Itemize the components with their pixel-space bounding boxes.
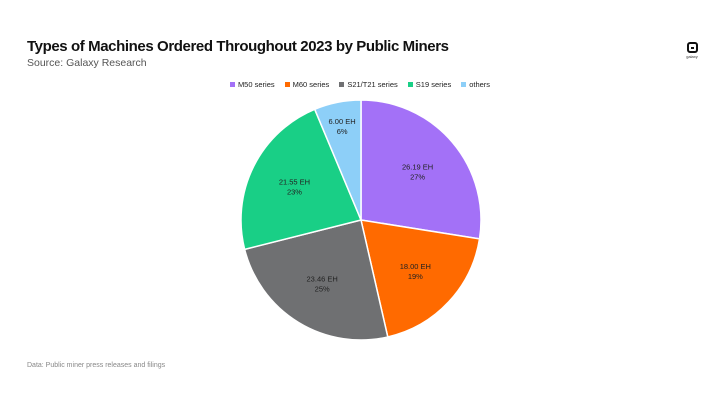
legend-label: M60 series <box>292 80 330 89</box>
legend-swatch <box>461 82 467 87</box>
slice-percent-label: 27% <box>410 173 425 182</box>
galaxy-logo-text: galaxy <box>686 54 698 59</box>
slice-percent-label: 19% <box>408 272 423 281</box>
slice-percent-label: 6% <box>337 127 348 136</box>
galaxy-logo: galaxy <box>680 42 704 59</box>
legend-label: S21/T21 series <box>347 80 398 89</box>
slice-value-label: 21.55 EH <box>279 178 310 187</box>
slice-value-label: 6.00 EH <box>329 117 356 126</box>
slice-value-label: 23.46 EH <box>307 274 338 283</box>
footnote: Data: Public miner press releases and fi… <box>27 362 166 369</box>
legend-item: others <box>461 80 490 89</box>
slice-value-label: 26.19 EH <box>402 163 433 172</box>
legend-item: M60 series <box>284 80 330 89</box>
legend-label: M50 series <box>237 80 275 89</box>
legend-label: S19 series <box>415 80 452 89</box>
pie-slice <box>313 99 362 221</box>
pie-slice <box>243 219 389 341</box>
legend-swatch <box>407 82 413 87</box>
chart-legend: M50 series M60 series S21/T21 series S19 se… <box>0 80 720 89</box>
chart-subtitle: Source: Galaxy Research <box>27 57 147 69</box>
legend-label: others <box>469 80 491 89</box>
chart-title: Types of Machines Ordered Throughout 202… <box>27 38 449 55</box>
legend-swatch <box>339 82 345 87</box>
legend-item: M50 series <box>229 80 275 89</box>
pie-slice <box>240 108 363 251</box>
pie-slice <box>360 99 482 240</box>
slice-percent-label: 23% <box>287 188 302 197</box>
pie-slice <box>360 219 481 338</box>
legend-item: S21/T21 series <box>339 80 398 89</box>
legend-swatch <box>284 82 290 87</box>
slice-value-label: 18.00 EH <box>400 262 431 271</box>
slice-percent-label: 25% <box>315 284 330 293</box>
legend-swatch <box>229 82 235 87</box>
galaxy-logo-icon <box>686 42 698 53</box>
legend-item: S19 series <box>407 80 452 89</box>
